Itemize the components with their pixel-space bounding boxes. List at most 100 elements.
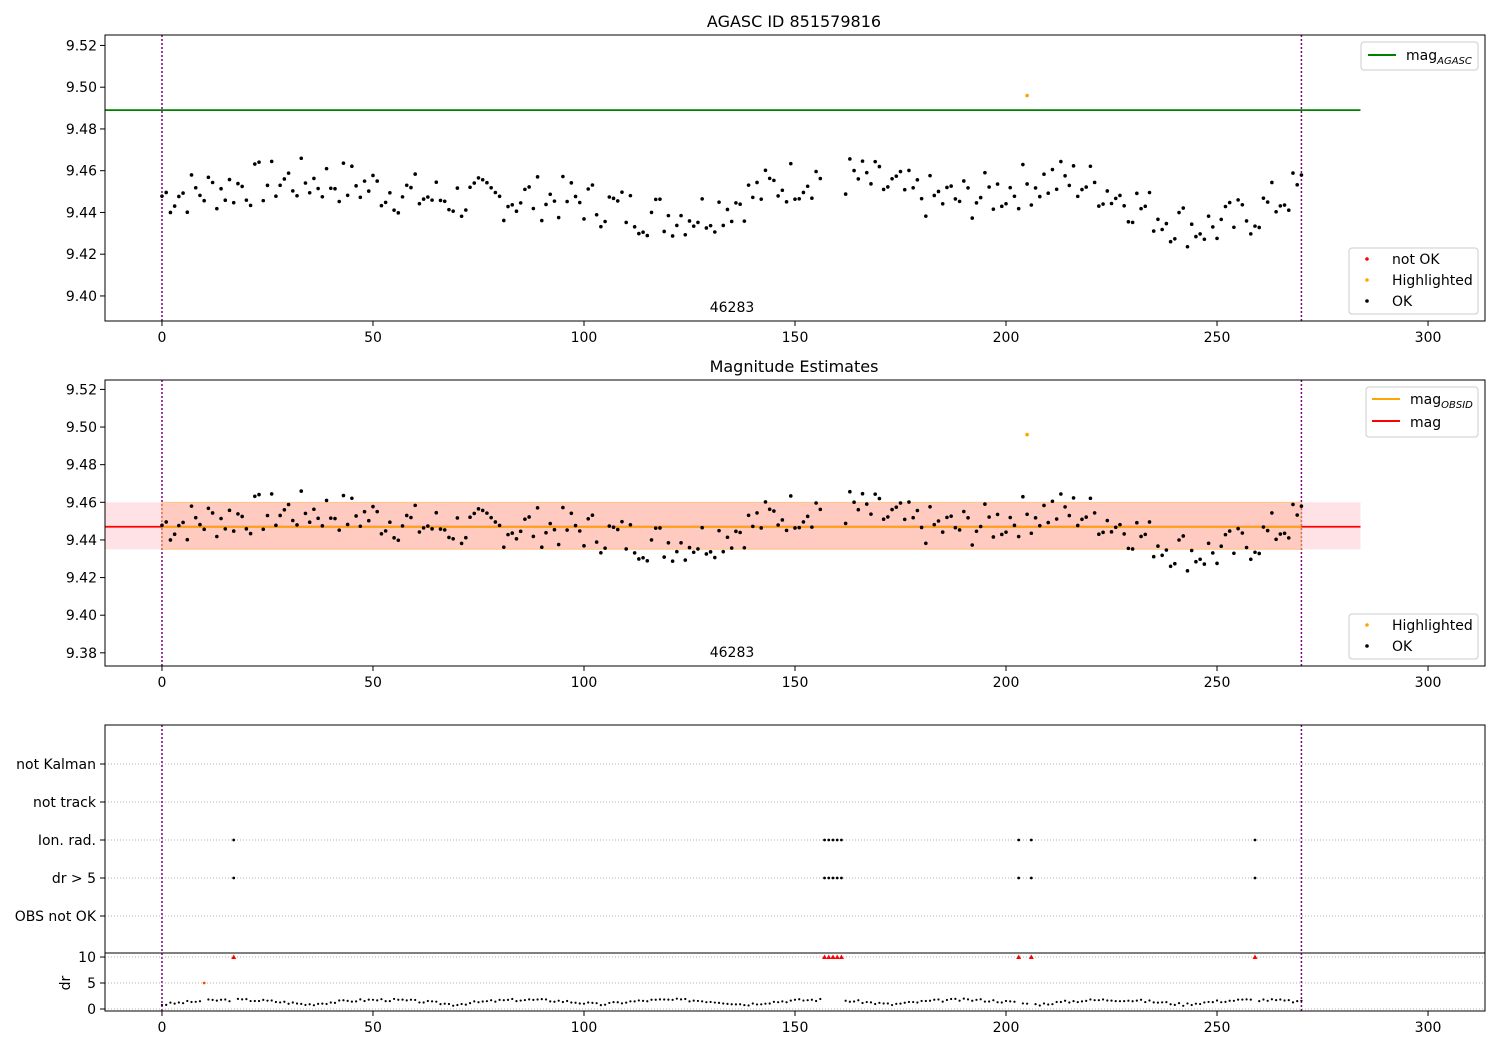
x-tick-label: 100 — [571, 330, 598, 346]
dr-point — [380, 998, 383, 1001]
panel-2-obsid-annotation: 46283 — [710, 645, 755, 661]
ok-point — [1278, 532, 1283, 536]
ok-point — [953, 197, 958, 201]
ok-point — [1257, 225, 1262, 230]
ok-point — [940, 530, 945, 534]
dr-point — [1165, 1001, 1168, 1004]
ok-point — [1295, 513, 1300, 517]
dr-point — [578, 1002, 581, 1005]
ok-point — [687, 545, 692, 550]
ok-point — [1054, 187, 1059, 192]
ok-point — [193, 515, 198, 520]
dr-point — [245, 997, 248, 1001]
ok-point — [497, 523, 502, 528]
ok-point — [248, 203, 253, 208]
ok-point — [1253, 224, 1257, 228]
ok-point — [523, 517, 527, 521]
ok-point — [320, 524, 325, 528]
ok-point — [413, 172, 417, 176]
dr-point — [1139, 998, 1143, 1001]
dr-point — [730, 1003, 733, 1006]
dr-point — [549, 1000, 552, 1003]
dr-point — [629, 1000, 632, 1003]
panel-1-frame — [104, 34, 1486, 322]
ok-point — [704, 552, 709, 556]
ion-rad-point — [1017, 838, 1021, 842]
ok-point — [1151, 229, 1156, 233]
dr-point — [177, 1001, 180, 1004]
ok-point — [637, 231, 641, 236]
dr-point — [988, 1000, 991, 1003]
ok-point — [632, 551, 637, 555]
mag-obsid-band — [161, 501, 1302, 550]
flag-label: dr > 5 — [52, 871, 96, 887]
dr-point — [1266, 999, 1269, 1002]
dr-clipped-marker — [1016, 954, 1022, 959]
flag-label: Ion. rad. — [38, 833, 96, 849]
dr-point — [1275, 999, 1278, 1002]
panel-3-x-ticks: 0 50 100 150 200 250 300 — [158, 1011, 1441, 1036]
dr-point — [895, 1002, 898, 1005]
dr-point — [511, 997, 514, 1001]
ok-point — [970, 216, 975, 220]
dr-point — [751, 1002, 754, 1005]
ok-point — [274, 194, 278, 199]
dr-point — [253, 999, 256, 1003]
legend-highlighted-label: Highlighted — [1392, 273, 1473, 289]
dr-point — [1224, 1000, 1227, 1003]
dr-clipped-marker — [826, 954, 832, 959]
dr-point — [1059, 1000, 1062, 1004]
panel-1-title: AGASC ID 851579816 — [707, 12, 881, 31]
ok-point — [388, 190, 392, 195]
ok-point — [632, 225, 637, 229]
x-tick-label: 250 — [1204, 330, 1231, 346]
ok-point — [962, 179, 966, 183]
dr-point — [392, 997, 396, 1001]
ok-point — [725, 207, 730, 212]
ok-point — [1236, 526, 1240, 531]
x-tick-label: 300 — [1415, 330, 1442, 346]
ok-point — [1050, 499, 1055, 504]
ok-point — [253, 494, 257, 499]
ok-point — [160, 194, 164, 198]
dr-point — [1190, 1003, 1193, 1007]
ok-point — [1223, 204, 1228, 209]
dr-point — [1177, 1002, 1181, 1005]
ok-point — [780, 518, 785, 522]
ok-point — [527, 185, 531, 189]
dr-point — [646, 1000, 649, 1003]
dr-point — [992, 999, 995, 1002]
ok-point — [480, 508, 485, 513]
dr-point — [317, 1002, 320, 1005]
dr-point — [819, 997, 822, 1001]
dr-point — [1085, 999, 1088, 1002]
dr-point — [355, 1000, 358, 1003]
dr-point — [688, 1000, 691, 1003]
dr-point — [236, 997, 240, 1000]
ok-point — [362, 509, 367, 514]
ok-point — [696, 547, 700, 551]
dr-point — [519, 999, 522, 1002]
ok-point — [594, 213, 599, 217]
dr-point — [190, 1000, 193, 1004]
ok-point — [1206, 214, 1211, 218]
ok-point — [160, 523, 164, 528]
dr-point — [224, 998, 227, 1001]
ok-point — [1164, 221, 1169, 226]
panel-flags: not Kalman not track Ion. rad. dr > 5 OBS no… — [15, 724, 1486, 1036]
dr-point — [287, 1002, 290, 1005]
ok-point — [890, 507, 894, 512]
ok-point — [426, 524, 430, 528]
panel-1-obsid-annotation: 46283 — [710, 300, 755, 316]
ok-point — [1206, 541, 1211, 546]
ok-point — [919, 525, 924, 530]
ok-point — [341, 161, 346, 165]
ok-point — [206, 175, 211, 180]
ok-point — [506, 532, 510, 537]
ok-point — [1168, 239, 1173, 244]
ok-point — [1092, 511, 1097, 515]
dr-clipped-marker — [231, 954, 237, 959]
dr-outlier-point — [202, 981, 206, 985]
dr-point — [979, 998, 982, 1001]
ok-point — [999, 204, 1004, 209]
